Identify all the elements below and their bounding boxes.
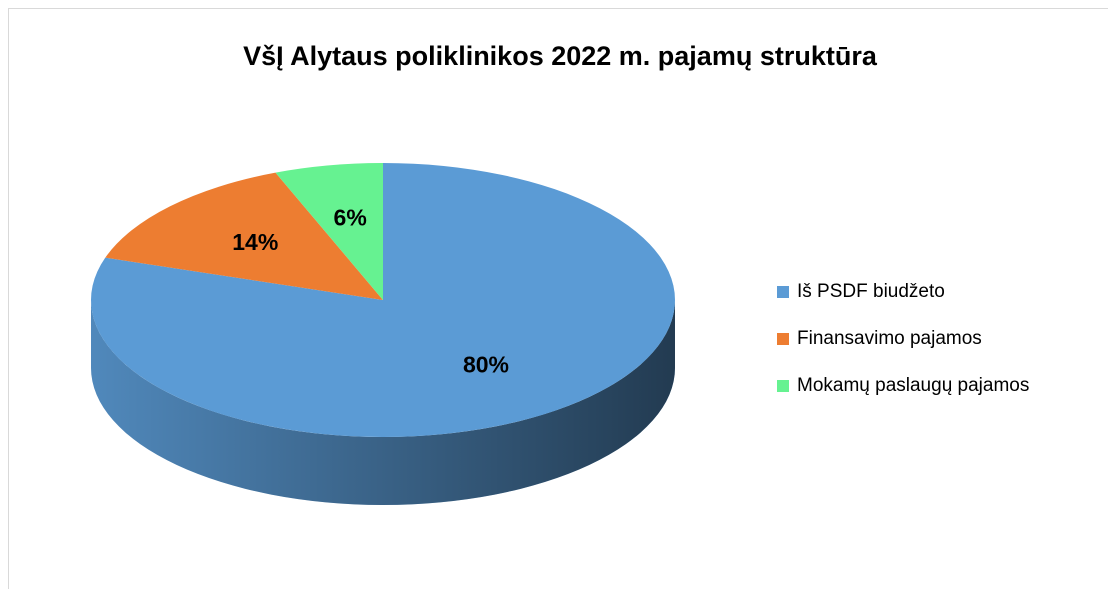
data-labels: 80% 14% 6% — [232, 204, 509, 377]
pie-sides — [91, 300, 675, 505]
data-label: 80% — [463, 352, 509, 378]
data-label: 6% — [334, 204, 367, 230]
chart-title: VšĮ Alytaus poliklinikos 2022 m. pajamų … — [243, 41, 878, 71]
legend-label: Mokamų paslaugų pajamos — [797, 375, 1029, 396]
legend-swatch — [777, 380, 789, 392]
legend-label: Finansavimo pajamos — [797, 328, 982, 349]
data-label: 14% — [232, 229, 278, 255]
legend-swatch — [777, 333, 789, 345]
chart-border — [8, 8, 1108, 589]
pie-side-shade — [91, 300, 675, 505]
pie-slice — [105, 172, 383, 300]
pie-slice — [275, 163, 383, 300]
legend-swatch — [777, 286, 789, 298]
pie-tops — [90, 163, 676, 437]
legend-label: Iš PSDF biudžeto — [797, 281, 945, 302]
legend: Iš PSDF biudžeto Finansavimo pajamos Mokam… — [777, 281, 1029, 396]
